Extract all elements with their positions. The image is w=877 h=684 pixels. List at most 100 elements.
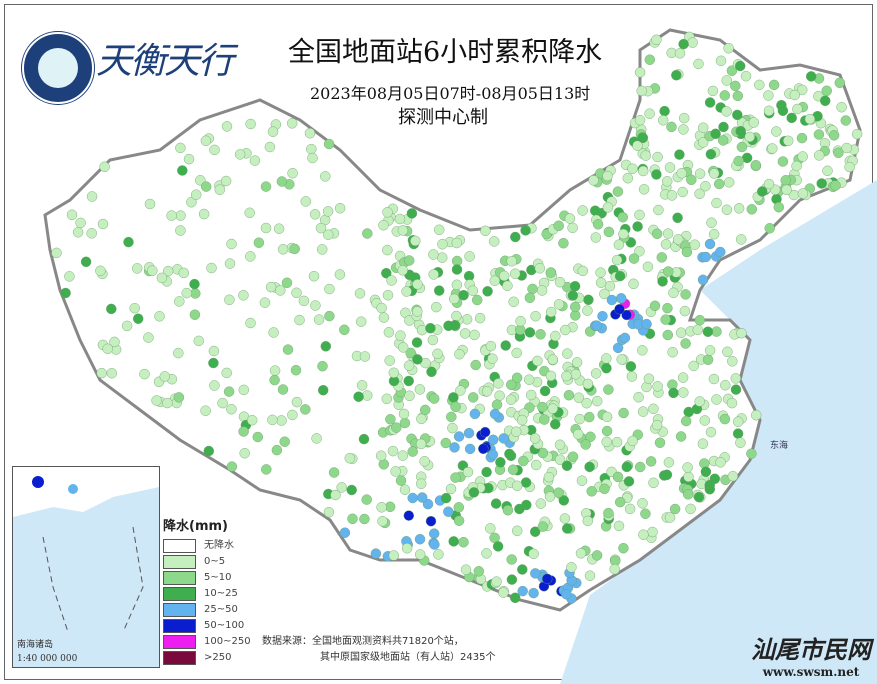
station-dot xyxy=(633,392,644,403)
station-dot xyxy=(562,523,573,534)
station-dot xyxy=(433,549,444,560)
station-dot xyxy=(323,138,335,150)
station-dot xyxy=(434,224,445,236)
station-dot xyxy=(704,484,715,495)
station-dot xyxy=(563,390,575,401)
station-dot xyxy=(518,455,529,467)
station-dot xyxy=(662,228,674,239)
station-dot xyxy=(245,317,256,329)
station-dot xyxy=(60,287,71,299)
station-dot xyxy=(771,126,782,137)
station-dot xyxy=(143,332,154,343)
station-dot xyxy=(706,217,717,228)
station-dot xyxy=(735,125,746,137)
station-dot xyxy=(221,367,232,379)
station-dot xyxy=(537,521,549,532)
station-dot xyxy=(547,403,558,414)
station-dot xyxy=(491,576,502,587)
station-dot xyxy=(733,203,745,214)
station-dot xyxy=(735,437,746,448)
station-dot xyxy=(851,128,863,140)
station-dot xyxy=(792,103,803,115)
station-dot xyxy=(395,475,407,486)
station-dot xyxy=(485,340,497,352)
station-dot xyxy=(567,451,579,462)
station-dot xyxy=(595,267,606,278)
station-dot xyxy=(217,397,228,409)
station-dot xyxy=(791,160,802,172)
station-dot xyxy=(226,238,237,250)
station-dot xyxy=(200,135,212,147)
station-dot xyxy=(298,295,310,307)
station-dot xyxy=(715,55,727,66)
station-dot xyxy=(407,446,418,457)
station-dot xyxy=(613,239,625,250)
station-dot xyxy=(386,275,397,286)
station-dot xyxy=(510,231,521,243)
station-dot xyxy=(307,152,318,164)
station-dot xyxy=(464,443,476,455)
station-dot xyxy=(397,265,408,276)
station-dot xyxy=(506,574,518,585)
station-dot xyxy=(554,277,566,288)
station-dot xyxy=(95,265,106,276)
station-dot xyxy=(746,448,757,459)
station-dot xyxy=(485,523,496,534)
station-dot xyxy=(419,456,430,467)
station-dot xyxy=(450,401,461,412)
station-dot xyxy=(662,176,673,187)
station-dot xyxy=(560,324,571,336)
station-dot xyxy=(506,554,517,565)
station-dot xyxy=(239,448,250,459)
station-dot xyxy=(398,408,410,420)
station-dot xyxy=(678,387,689,398)
station-dot xyxy=(681,246,693,258)
legend-swatch xyxy=(163,587,196,601)
station-dot xyxy=(709,168,720,179)
station-dot xyxy=(806,71,817,82)
station-dot xyxy=(539,385,551,397)
station-dot xyxy=(491,399,503,410)
station-dot xyxy=(453,502,464,513)
station-dot xyxy=(644,108,655,119)
station-dot xyxy=(162,397,173,409)
station-dot xyxy=(599,288,610,300)
station-dot xyxy=(271,444,283,456)
station-dot xyxy=(727,356,738,367)
station-dot xyxy=(582,378,594,390)
station-dot xyxy=(638,529,649,540)
station-dot xyxy=(494,390,505,401)
station-dot xyxy=(724,177,735,188)
station-dot xyxy=(718,121,729,133)
station-dot xyxy=(566,562,577,573)
station-dot xyxy=(612,186,624,197)
sea-area xyxy=(560,180,877,684)
station-dot xyxy=(277,244,289,255)
station-dot xyxy=(437,238,448,250)
station-dot xyxy=(526,389,537,401)
station-dot xyxy=(828,130,840,141)
station-dot xyxy=(663,266,674,277)
station-dot xyxy=(559,513,571,524)
station-dot xyxy=(532,355,543,367)
station-dot xyxy=(615,496,626,508)
station-dot xyxy=(461,314,473,325)
station-dot xyxy=(291,287,302,298)
station-dot xyxy=(645,456,657,467)
legend-swatch xyxy=(163,555,196,569)
station-dot xyxy=(443,320,454,331)
station-dot xyxy=(415,438,427,450)
station-dot xyxy=(763,178,775,190)
station-dot xyxy=(733,155,744,167)
station-dot xyxy=(575,548,587,559)
station-dot xyxy=(726,65,738,76)
station-dot xyxy=(431,301,442,313)
station-dot xyxy=(154,311,165,322)
station-dot xyxy=(397,225,409,236)
station-dot xyxy=(697,274,709,285)
station-dot xyxy=(64,271,75,282)
station-dot xyxy=(51,247,62,259)
station-dot xyxy=(324,310,335,322)
